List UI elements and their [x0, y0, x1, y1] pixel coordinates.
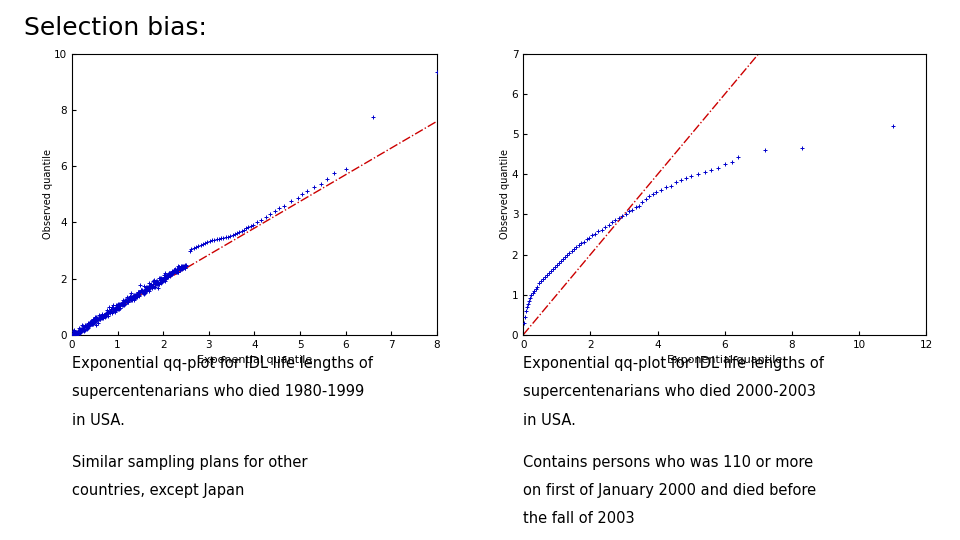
Text: in USA.: in USA.	[523, 413, 576, 428]
Y-axis label: Observed quantile: Observed quantile	[500, 150, 511, 239]
Text: Similar sampling plans for other: Similar sampling plans for other	[72, 455, 307, 470]
Y-axis label: Observed quantile: Observed quantile	[42, 150, 53, 239]
Text: Exponential qq-plot for IDL life lengths of: Exponential qq-plot for IDL life lengths…	[523, 356, 824, 372]
Text: on first of January 2000 and died before: on first of January 2000 and died before	[523, 483, 816, 498]
Text: in USA.: in USA.	[72, 413, 125, 428]
Text: countries, except Japan: countries, except Japan	[72, 483, 245, 498]
Text: supercentenarians who died 1980-1999: supercentenarians who died 1980-1999	[72, 384, 364, 400]
X-axis label: Exponential quantile: Exponential quantile	[197, 355, 312, 365]
Text: the fall of 2003: the fall of 2003	[523, 511, 635, 526]
X-axis label: Exponential quantile: Exponential quantile	[667, 355, 782, 365]
Text: Exponential qq-plot for IDL life lengths of: Exponential qq-plot for IDL life lengths…	[72, 356, 372, 372]
Text: Selection bias:: Selection bias:	[24, 16, 206, 40]
Text: supercentenarians who died 2000-2003: supercentenarians who died 2000-2003	[523, 384, 816, 400]
Text: Contains persons who was 110 or more: Contains persons who was 110 or more	[523, 455, 813, 470]
